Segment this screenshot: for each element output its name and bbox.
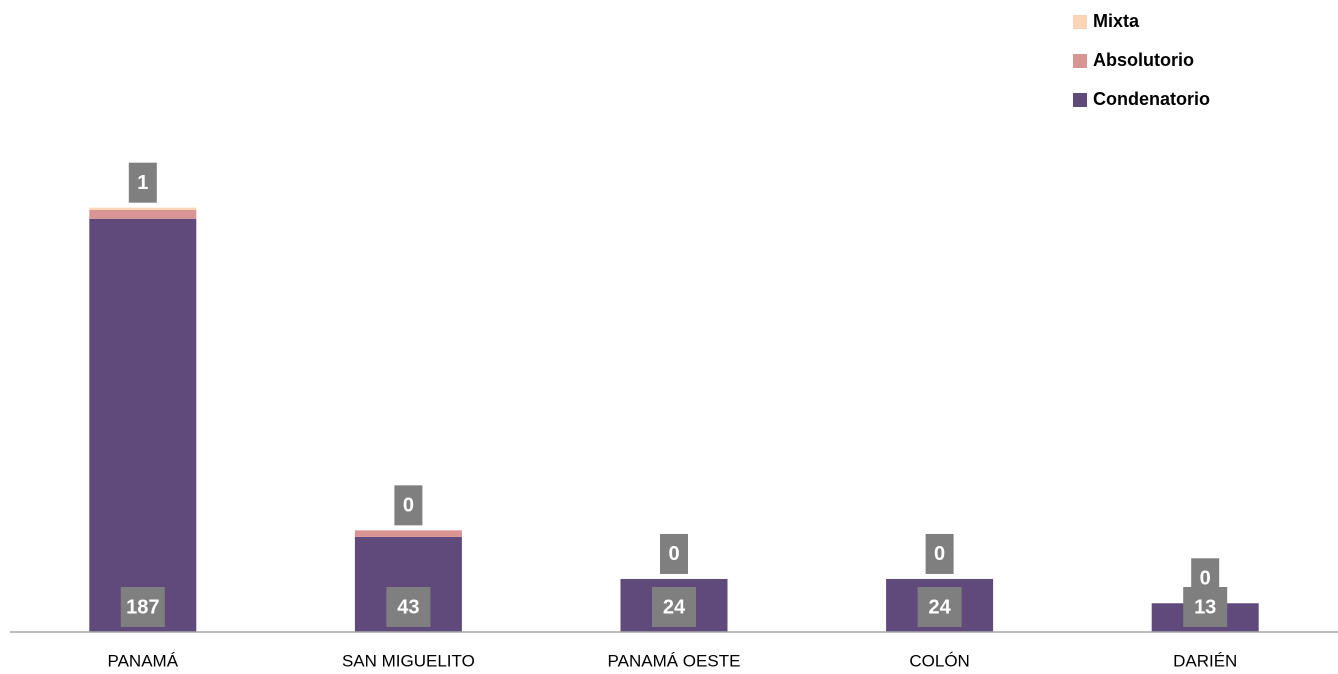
data-label: 0 <box>934 543 945 565</box>
x-tick-label: PANAMÁ OESTE <box>608 651 741 670</box>
legend-label: Absolutorio <box>1093 50 1194 70</box>
label-box <box>917 587 962 627</box>
label-box <box>652 587 696 627</box>
bar-segment <box>89 207 197 210</box>
data-label: 43 <box>397 596 419 618</box>
label-box <box>120 587 165 627</box>
label-box <box>660 533 688 574</box>
data-label: 24 <box>663 596 686 618</box>
label-box <box>925 533 954 574</box>
legend-label: Condenatorio <box>1093 89 1210 109</box>
data-label: 13 <box>1194 596 1216 618</box>
data-label: 0 <box>668 543 679 565</box>
x-tick-label: PANAMÁ <box>108 651 179 670</box>
legend-label: Mixta <box>1093 11 1140 31</box>
legend-swatch <box>1073 54 1087 68</box>
data-label: 0 <box>403 495 414 517</box>
bar-segment <box>89 209 197 219</box>
legend-swatch <box>1073 93 1087 107</box>
x-tick-label: COLÓN <box>909 651 969 670</box>
data-label: 24 <box>928 596 951 618</box>
bar-segment <box>89 218 197 633</box>
label-box <box>386 587 431 627</box>
legend-swatch <box>1073 15 1087 29</box>
label-box <box>128 162 157 203</box>
label-box <box>394 485 423 526</box>
data-label: 1 <box>137 172 148 194</box>
label-box <box>1191 558 1220 599</box>
x-tick-label: DARIÉN <box>1173 651 1237 670</box>
x-tick-label: SAN MIGUELITO <box>342 651 475 670</box>
data-label: 0 <box>1200 568 1211 590</box>
data-label: 187 <box>126 596 159 618</box>
bar-segment <box>354 530 462 537</box>
